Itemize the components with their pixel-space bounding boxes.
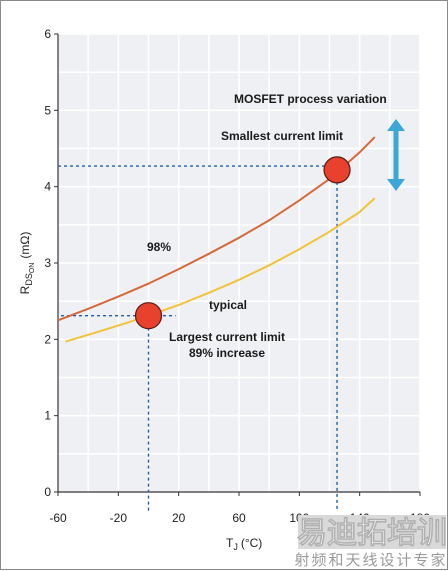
- arrow-head-up: [387, 119, 405, 131]
- y-tick-label: 2: [44, 332, 51, 346]
- y-tick-label: 1: [44, 409, 51, 423]
- y-axis-subscript-ds: DS: [24, 273, 34, 286]
- process-variation-arrow: [387, 119, 405, 191]
- annotation-largest-current-limit: Largest current limit: [169, 330, 285, 344]
- x-tick-label: -60: [49, 511, 67, 525]
- x-tick-label: 60: [232, 511, 246, 525]
- x-axis-symbol: T: [226, 536, 234, 550]
- watermark: 易迪拓培训 射频和天线设计专家: [294, 515, 447, 569]
- grid: [57, 33, 421, 493]
- watermark-sub: 射频和天线设计专家: [294, 552, 447, 569]
- marker-2: [323, 156, 351, 184]
- annotation-process-variation: MOSFET process variation: [234, 92, 387, 106]
- annotation-98-percent: 98%: [147, 240, 171, 254]
- annotation-89-percent-increase: 89% increase: [189, 346, 265, 360]
- annotation-typical: typical: [209, 298, 247, 312]
- y-tick-label: 5: [44, 103, 51, 117]
- watermark-background: [298, 515, 446, 549]
- x-axis-title: TJ (°C): [226, 536, 262, 552]
- y-tick-label: 3: [44, 256, 51, 270]
- series-line-2: [65, 197, 376, 343]
- annotation-smallest-current-limit: Smallest current limit: [221, 129, 343, 143]
- y-axis-subscript-on: ON: [29, 263, 36, 274]
- x-tick-label: 20: [172, 511, 186, 525]
- y-axis-title: RDSON (mΩ): [18, 232, 36, 295]
- x-axis-unit: (°C): [241, 536, 262, 550]
- y-tick-label: 6: [44, 27, 51, 41]
- x-tick-label: -20: [110, 511, 128, 525]
- arrow-head-down: [387, 179, 405, 191]
- marker-1: [134, 302, 163, 330]
- x-axis-subscript: J: [233, 542, 238, 552]
- y-axis-unit: (mΩ): [18, 232, 32, 259]
- markers: [134, 156, 351, 330]
- y-tick-label: 0: [44, 485, 51, 499]
- y-tick-label: 4: [44, 180, 51, 194]
- y-axis-symbol: R: [18, 285, 32, 294]
- watermark-main: 易迪拓培训: [297, 516, 447, 550]
